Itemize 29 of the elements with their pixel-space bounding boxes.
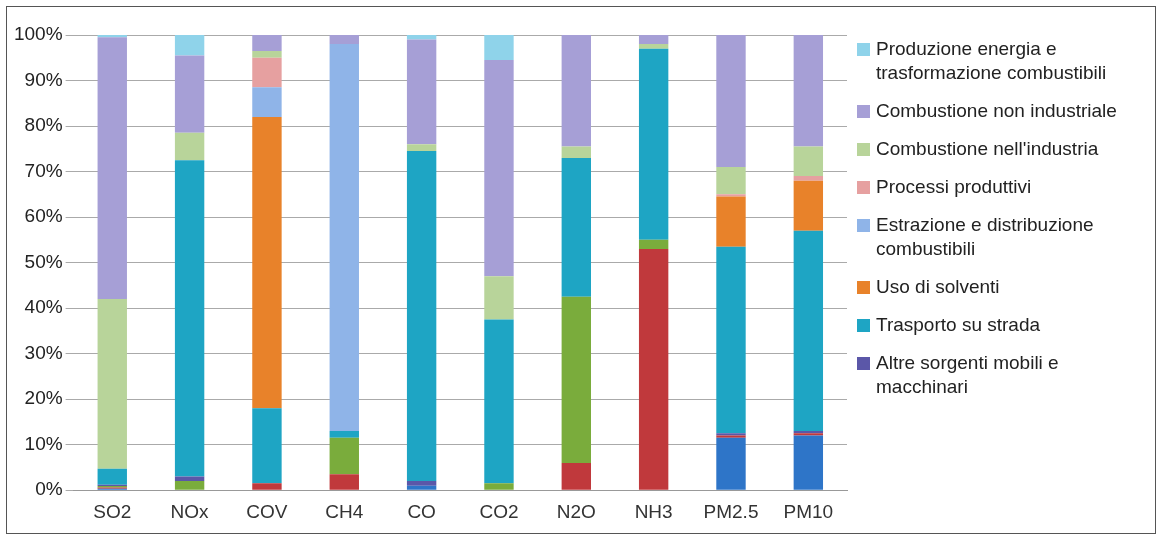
legend-label: Estrazione e distribuzione combustibili <box>876 213 1095 261</box>
y-tick-label: 90% <box>24 68 63 90</box>
y-tick-label: 50% <box>24 250 63 272</box>
x-tick-label: NOx <box>170 500 210 522</box>
legend-label: Combustione nell'industria <box>876 137 1099 161</box>
x-tick-label: COV <box>246 500 288 522</box>
x-tick-label: CH4 <box>325 500 364 522</box>
x-tick-label: CO <box>407 500 436 522</box>
x-tick-label: N2O <box>556 500 596 522</box>
legend-label: Processi produttivi <box>876 175 1032 199</box>
y-tick-label: 100% <box>13 23 63 45</box>
y-tick-label: 80% <box>24 114 63 136</box>
y-tick-label: 20% <box>24 387 63 409</box>
y-tick-label: 0% <box>35 478 63 500</box>
legend-label: Produzione energia e trasformazione combustibili <box>876 37 1108 85</box>
x-tick-label: SO2 <box>93 500 132 522</box>
legend-label: Uso di solventi <box>876 275 1000 299</box>
x-tick-label: NH3 <box>634 500 673 522</box>
y-tick-label: 60% <box>24 205 63 227</box>
legend-label: Combustione non industriale <box>876 99 1117 123</box>
x-tick-label: CO2 <box>479 500 519 522</box>
legend-label: Altre sorgenti mobili e macchinari <box>876 351 1060 399</box>
y-tick-label: 40% <box>24 296 63 318</box>
y-tick-label: 70% <box>24 159 63 181</box>
x-tick-label: PM2.5 <box>703 500 759 522</box>
x-tick-label: PM10 <box>783 500 834 522</box>
y-tick-label: 30% <box>24 341 63 363</box>
y-tick-label: 10% <box>24 432 63 454</box>
legend-label: Trasporto su strada <box>876 313 1041 337</box>
